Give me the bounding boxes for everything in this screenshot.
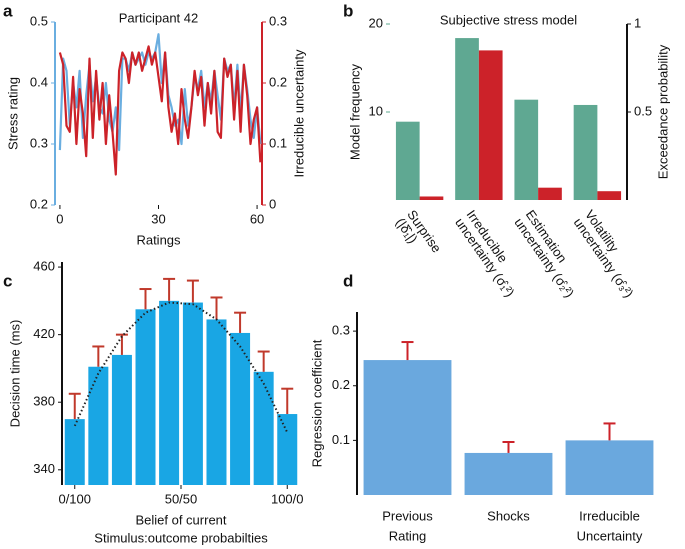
x-tick-label: 60: [250, 211, 264, 226]
y2-tick-label: 0.3: [269, 13, 287, 28]
panel-letter: a: [3, 1, 13, 20]
bar: [478, 50, 503, 201]
y-tick-label: 0.1: [332, 432, 350, 447]
bar: [182, 302, 203, 485]
x-tick-label: 30: [151, 211, 165, 226]
x-axis-label: Stimulus:outcome probabilties: [94, 530, 268, 545]
bar: [135, 309, 156, 485]
bar: [206, 319, 227, 485]
bar: [230, 332, 251, 485]
y2-tick-label: 0.1: [269, 135, 287, 150]
y-axis-label: Regression coefficient: [309, 339, 324, 467]
series-line: [58, 45, 262, 176]
x-tick-label: Previous: [382, 508, 433, 523]
y-tick-label: 0.3: [332, 323, 350, 338]
bar: [277, 414, 298, 485]
y-axis-label: Stress rating: [5, 77, 20, 150]
bar: [464, 452, 553, 495]
bar: [159, 300, 180, 485]
panel-letter: c: [3, 271, 12, 290]
x-tick-label: Uncertainty: [577, 528, 643, 543]
bar: [573, 104, 598, 200]
chart-title: Participant 42: [119, 10, 199, 25]
y2-tick-label: 0.2: [269, 74, 287, 89]
y-tick-label: 380: [33, 394, 55, 409]
bar: [514, 99, 539, 200]
x-tick-label: Irreducible: [579, 508, 640, 523]
y-axis-label: Decision time (ms): [7, 320, 22, 428]
x-tick-label: Shocks: [487, 508, 530, 523]
bar: [565, 440, 654, 495]
x-tick-label: Rating: [389, 528, 427, 543]
panel-letter: d: [343, 271, 353, 290]
y-tick-label: 460: [33, 259, 55, 274]
panel-letter: b: [343, 1, 353, 20]
y-tick-label: 420: [33, 326, 55, 341]
y-axis-label: Irreducible uncertainty: [291, 49, 306, 177]
fit-curve: [73, 301, 289, 434]
y-tick-label: 0.3: [30, 135, 48, 150]
bar: [597, 191, 622, 200]
x-tick-label: 0/100: [58, 491, 91, 506]
x-axis-label: Ratings: [136, 232, 181, 247]
bar: [363, 360, 452, 495]
bar: [253, 371, 274, 485]
y2-tick-label: 1: [634, 15, 641, 30]
bar: [538, 187, 562, 200]
bar: [64, 419, 85, 485]
y-tick-label: 0.4: [30, 74, 48, 89]
y-tick-label: 0.2: [332, 377, 350, 392]
y-axis-label: Model frequency: [347, 63, 362, 160]
y-tick-label: 340: [33, 461, 55, 476]
bar: [88, 366, 109, 485]
x-tick-label: 0: [56, 211, 63, 226]
y-axis-label: Exceedance probability: [655, 44, 670, 179]
bar: [111, 354, 132, 485]
chart-title: Subjective stress model: [440, 12, 577, 27]
y2-tick-label: 0.5: [634, 103, 652, 118]
y-tick-label: 0.5: [30, 13, 48, 28]
y-tick-label: 20: [369, 15, 383, 30]
y-tick-label: 0.2: [30, 196, 48, 211]
bar: [455, 38, 479, 200]
x-axis-label: Belief of current: [135, 512, 226, 527]
y2-tick-label: 0: [269, 196, 276, 211]
bar: [395, 121, 420, 200]
y-tick-label: 10: [369, 103, 383, 118]
x-tick-label: 50/50: [165, 491, 198, 506]
bar: [419, 196, 444, 200]
x-tick-label: 100/0: [271, 491, 304, 506]
